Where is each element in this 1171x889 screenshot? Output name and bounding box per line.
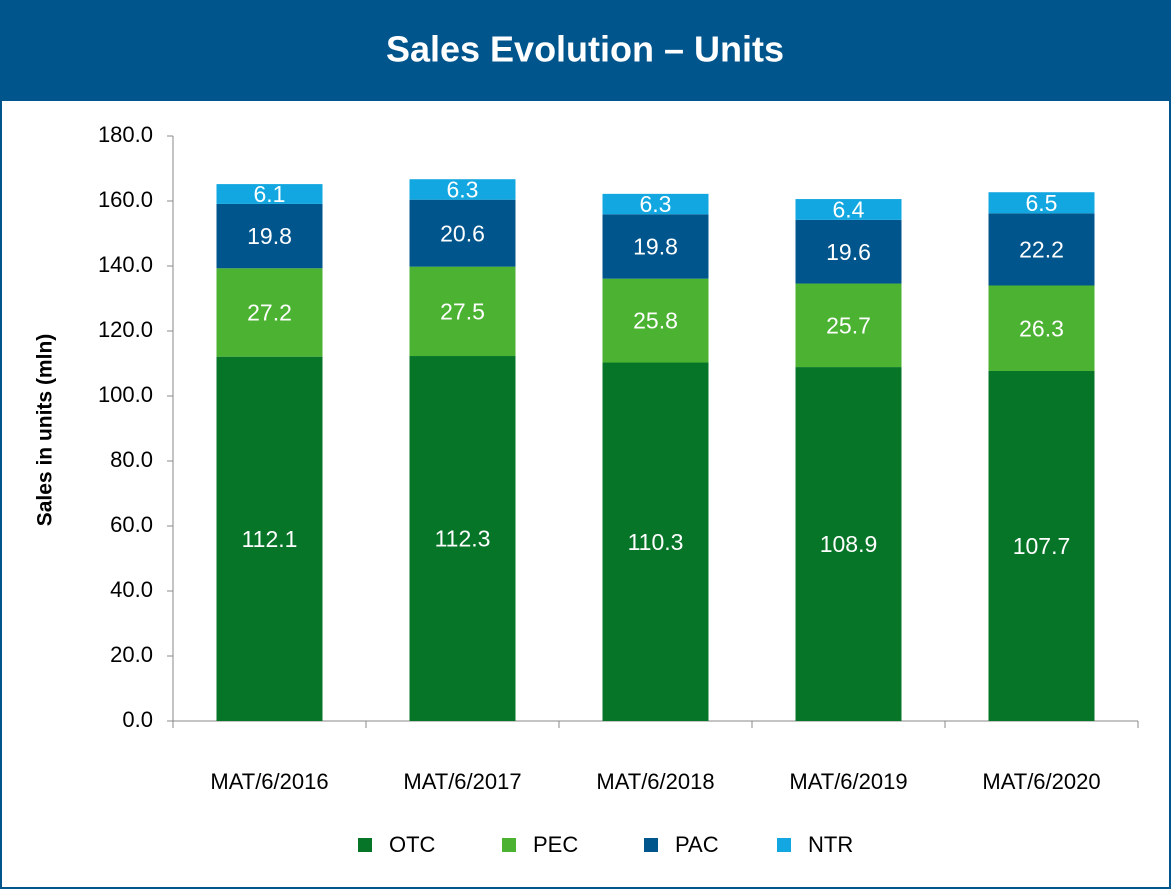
data-label: 108.9 — [820, 531, 878, 557]
x-tick-label: MAT/6/2016 — [210, 769, 328, 794]
bar-segment — [795, 283, 902, 368]
y-tick-label: 60.0 — [110, 512, 153, 537]
data-label: 112.1 — [242, 526, 298, 552]
legend-swatch — [358, 838, 372, 852]
bar-segment — [216, 268, 323, 357]
data-label: 22.2 — [1019, 237, 1064, 263]
bar-segment — [602, 193, 709, 215]
x-tick-label: MAT/6/2018 — [596, 769, 714, 794]
data-label: 19.8 — [247, 223, 292, 249]
bar-segment — [602, 214, 709, 279]
legend-swatch — [777, 838, 791, 852]
legend-label: PAC — [675, 832, 719, 857]
bar-segment — [216, 184, 323, 204]
bar-segment — [988, 192, 1095, 214]
data-label: 6.5 — [1026, 190, 1058, 216]
data-label: 19.6 — [826, 239, 871, 265]
data-label: 112.3 — [435, 526, 491, 552]
data-label: 25.8 — [633, 308, 678, 334]
bar-segment — [988, 285, 1095, 371]
y-tick-label: 0.0 — [122, 707, 153, 732]
legend-swatch — [502, 838, 516, 852]
data-label: 27.5 — [440, 298, 485, 324]
bar-segment — [409, 199, 516, 267]
legend-label: PEC — [533, 832, 578, 857]
y-tick-label: 40.0 — [110, 577, 153, 602]
bar-segment — [988, 213, 1095, 286]
data-label: 107.7 — [1013, 533, 1071, 559]
data-label: 110.3 — [628, 529, 684, 555]
y-tick-label: 20.0 — [110, 642, 153, 667]
y-tick-label: 80.0 — [110, 447, 153, 472]
y-tick-label: 140.0 — [98, 252, 153, 277]
bar-segment — [409, 356, 516, 721]
bar-segment — [602, 278, 709, 363]
legend-label: NTR — [808, 832, 853, 857]
data-label: 6.1 — [254, 181, 286, 207]
bar-segment — [216, 203, 323, 269]
data-label: 6.4 — [833, 197, 865, 223]
data-label: 6.3 — [640, 191, 672, 217]
bar-segment — [795, 199, 902, 220]
bar-segment — [988, 370, 1095, 721]
chart-title: Sales Evolution – Units — [386, 29, 784, 70]
x-tick-label: MAT/6/2020 — [982, 769, 1100, 794]
y-tick-label: 100.0 — [98, 382, 153, 407]
bar-segment — [795, 219, 902, 284]
data-label: 25.7 — [826, 312, 871, 338]
bar-segment — [409, 266, 516, 357]
x-tick-label: MAT/6/2017 — [403, 769, 521, 794]
y-tick-label: 120.0 — [98, 317, 153, 342]
header — [0, 0, 1171, 101]
y-axis-label: Sales in units (mln) — [34, 334, 57, 527]
data-label: 6.3 — [447, 177, 479, 203]
bar-segment — [409, 179, 516, 200]
bar-segment — [602, 362, 709, 721]
y-tick-label: 160.0 — [98, 187, 153, 212]
data-label: 20.6 — [440, 220, 485, 246]
x-tick-label: MAT/6/2019 — [789, 769, 907, 794]
y-tick-label: 180.0 — [98, 122, 153, 147]
bar-segment — [795, 367, 902, 721]
data-label: 26.3 — [1019, 315, 1064, 341]
data-label: 27.2 — [247, 300, 292, 326]
legend-label: OTC — [389, 832, 436, 857]
legend-swatch — [644, 838, 658, 852]
bar-segment — [216, 356, 323, 721]
data-label: 19.8 — [633, 234, 678, 260]
